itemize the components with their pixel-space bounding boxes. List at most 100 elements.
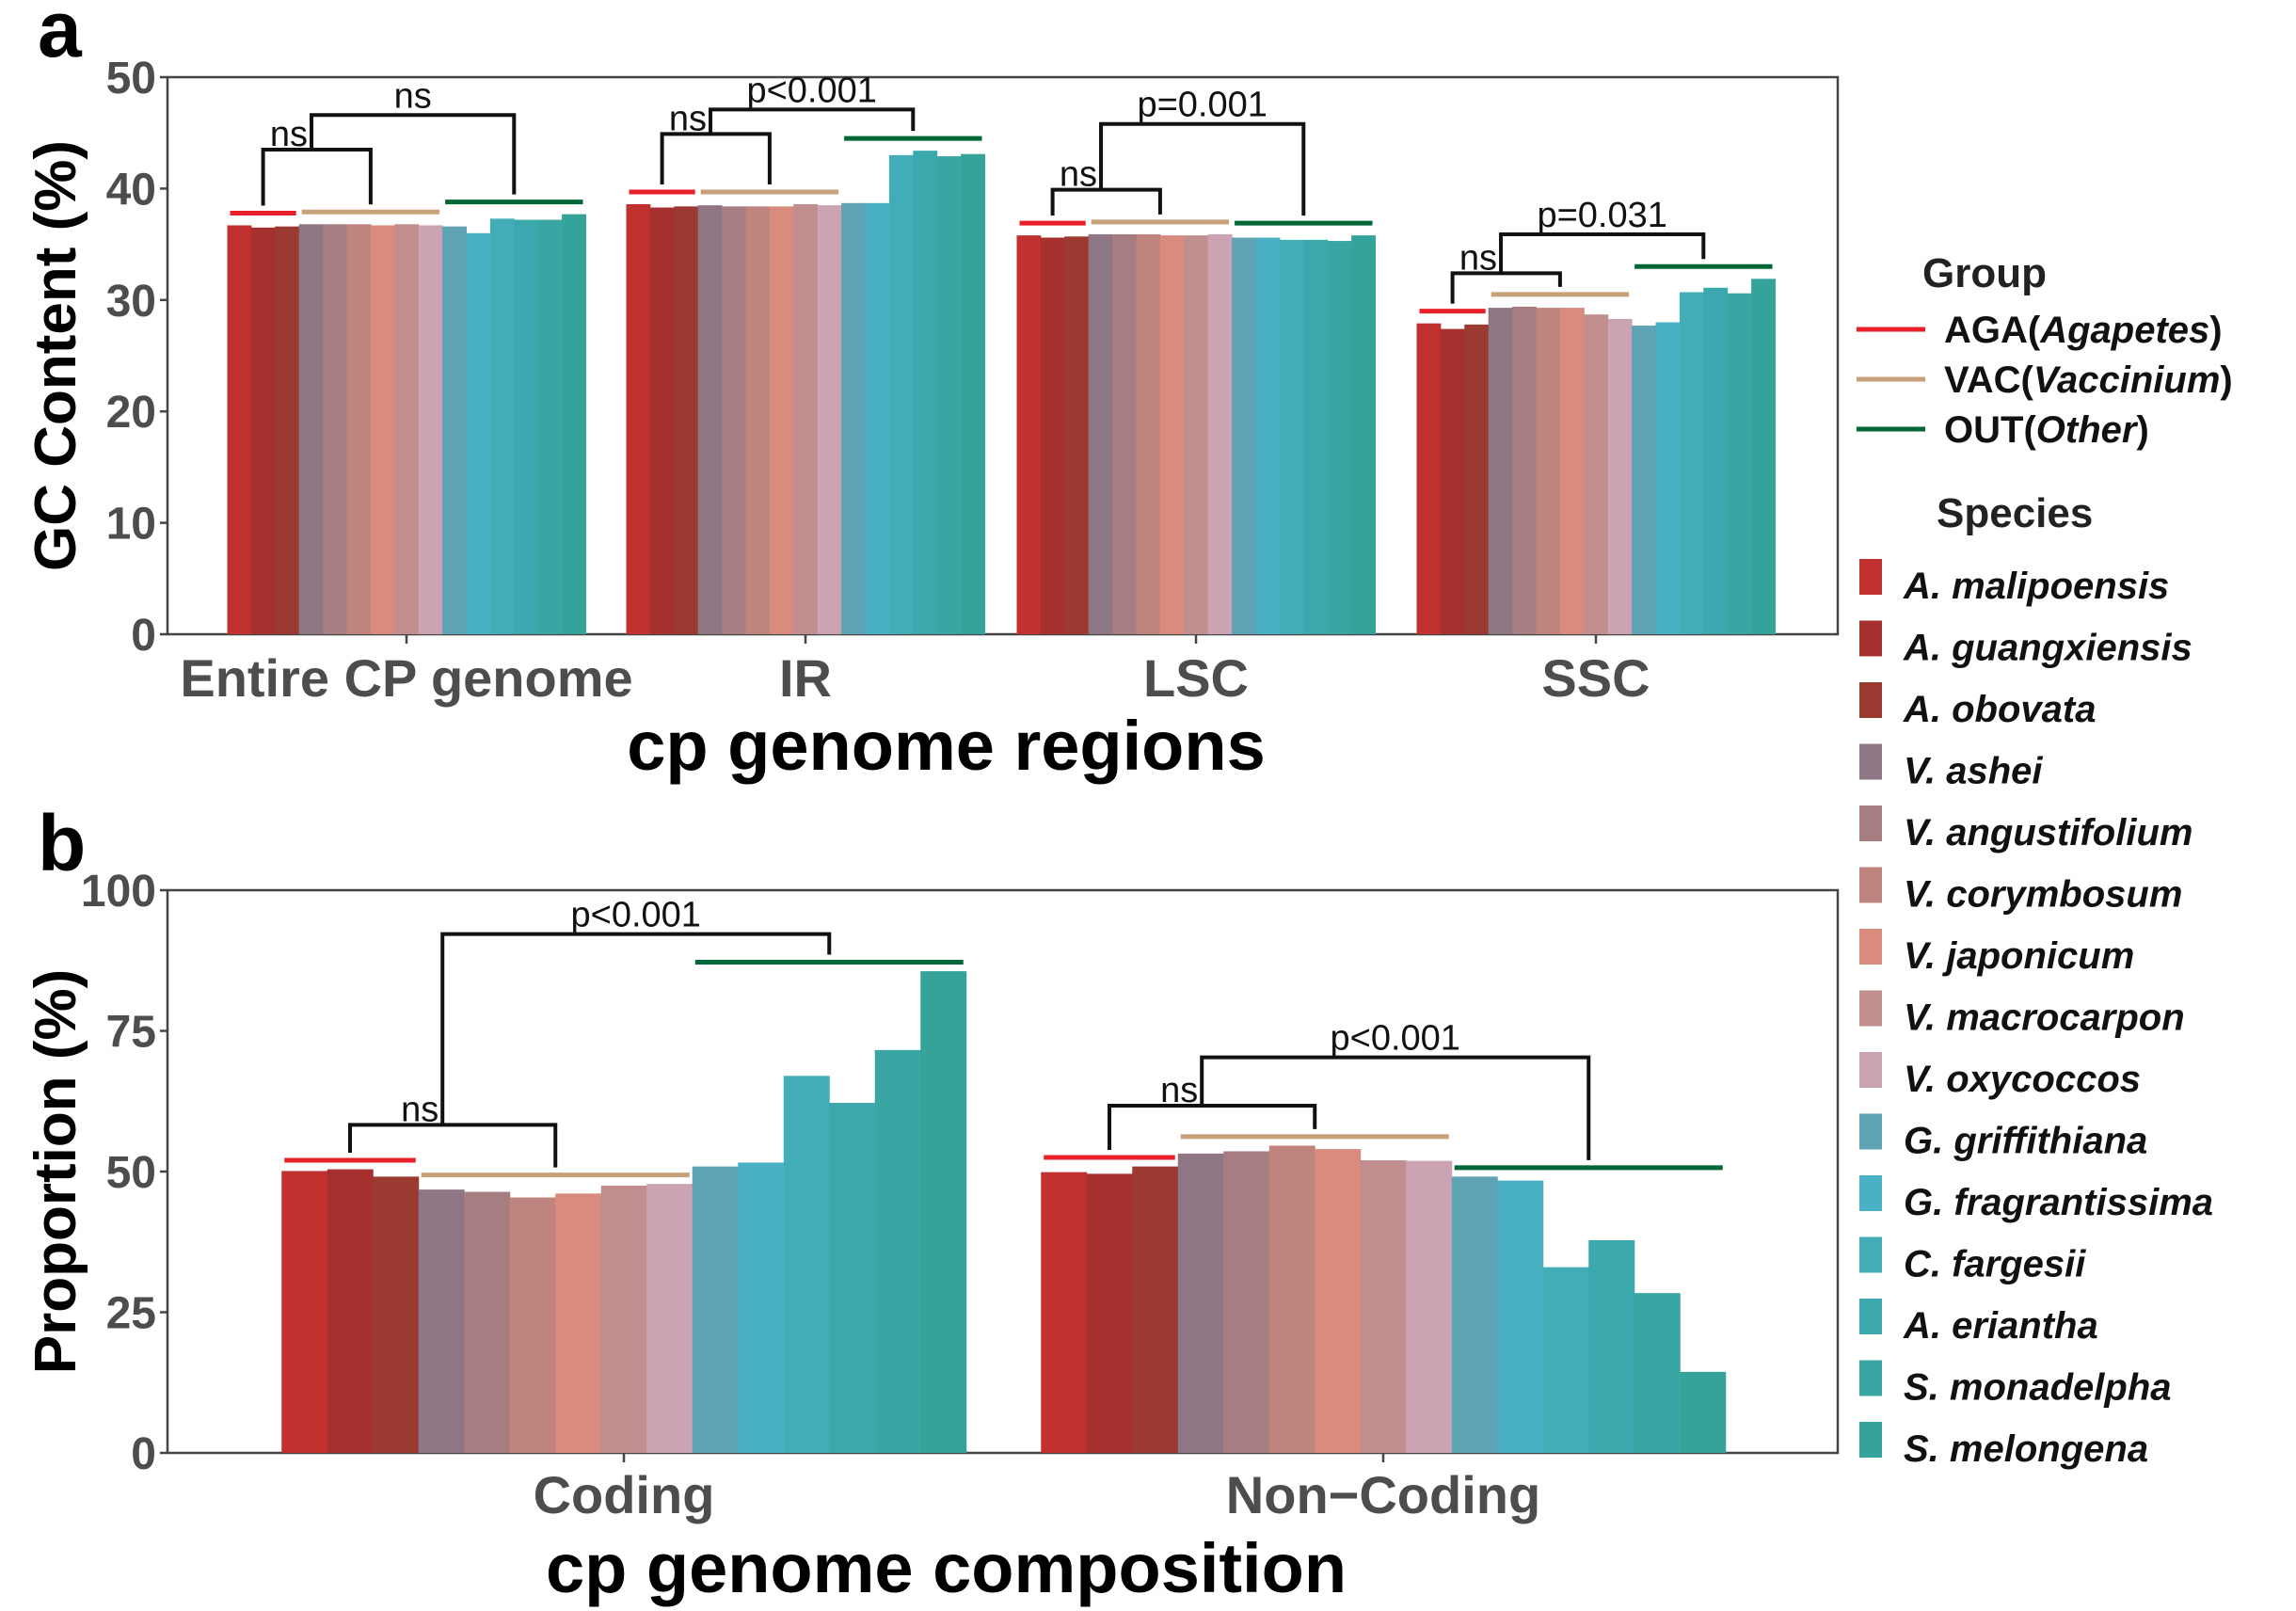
legend-species-swatch: [1859, 1299, 1882, 1334]
bar-a-obovata: [373, 1176, 420, 1453]
bar-v-corymbosum: [1536, 308, 1561, 634]
bar-v-japonicum: [370, 225, 395, 635]
bar-v-japonicum: [1315, 1149, 1362, 1453]
bar-a-eriantha: [1703, 287, 1729, 634]
bar-c-fargesii: [888, 154, 914, 634]
bar-g-fragrantissima: [1655, 322, 1681, 634]
significance-bracket-inner: [348, 1123, 558, 1168]
significance-label: p<0.001: [1331, 1019, 1460, 1059]
legend-species-label: V. corymbosum: [1904, 874, 2182, 916]
bar-v-angustifolium: [1112, 233, 1137, 634]
legend-species-swatch: [1859, 682, 1882, 718]
bar-c-fargesii: [783, 1076, 830, 1453]
legend-species-label: A. eriantha: [1903, 1305, 2098, 1347]
legend-species-swatch: [1859, 1422, 1882, 1458]
group-genus: Vaccinium: [2033, 359, 2221, 401]
y-tick-label: 20: [106, 388, 156, 438]
legend-species-label: V. oxycoccos: [1904, 1059, 2141, 1100]
bar-g-fragrantissima: [1497, 1180, 1544, 1453]
bar-a-malipoensis: [1041, 1172, 1088, 1453]
legend-species-swatch: [1859, 1175, 1882, 1211]
panel-b: b 0 25 50 75 100 Proportion (%) cp genome compo…: [24, 799, 1840, 1607]
legend-species-label: V. angustifolium: [1904, 812, 2192, 853]
bar-a-obovata: [1064, 236, 1090, 634]
group-code: VAC: [1944, 359, 2020, 401]
bar-v-japonicum: [1559, 308, 1585, 634]
bar-s-monadelpha: [936, 156, 962, 634]
bar-a-eriantha: [514, 219, 539, 634]
significance-label: ns: [401, 1090, 438, 1129]
x-axis-title: cp genome regions: [627, 707, 1265, 785]
bar-v-oxycoccos: [1406, 1160, 1453, 1453]
significance-label: p<0.001: [571, 896, 701, 935]
bar-v-macrocarpon: [394, 224, 420, 634]
y-tick-label: 10: [106, 500, 156, 550]
panel-a: a 0 10 20 30 40 50 GC Content (%) cp genome regi…: [24, 0, 1840, 785]
paren: ): [2209, 310, 2222, 351]
group-genus: Agapetes: [2039, 310, 2209, 351]
bar-c-fargesii: [1542, 1267, 1589, 1453]
y-axis-title: Proportion (%): [24, 969, 88, 1375]
bar-g-griffithiana: [1232, 237, 1256, 634]
legend-species-label: G. fragrantissima: [1904, 1182, 2213, 1223]
bar-a-eriantha: [1303, 239, 1329, 634]
bar-v-oxycoccos: [418, 225, 443, 635]
y-tick-label: 30: [106, 277, 156, 327]
bar-a-eriantha: [1588, 1239, 1635, 1453]
significance-label: ns: [1459, 238, 1497, 278]
plot-frame: [166, 75, 1840, 636]
legend-species-swatch: [1859, 867, 1882, 903]
significance-label: ns: [1060, 155, 1097, 195]
y-tick-label: 75: [106, 1008, 156, 1058]
bar-g-griffithiana: [692, 1166, 739, 1453]
x-tick-label: SSC: [1541, 648, 1650, 708]
significance-bracket-inner: [1108, 1104, 1317, 1151]
bar-v-angustifolium: [323, 224, 347, 634]
significance-bracket-outer: [310, 113, 517, 195]
x-tick-label: Coding: [534, 1465, 715, 1524]
legend-species-label: S. monadelpha: [1904, 1367, 2172, 1409]
bar-v-macrocarpon: [1584, 314, 1609, 634]
bar-v-corymbosum: [346, 224, 372, 634]
bar-s-melongena: [562, 214, 586, 634]
legend-species-swatch: [1859, 559, 1882, 595]
bar-v-oxycoccos: [1207, 233, 1233, 634]
bar-a-malipoensis: [626, 203, 651, 634]
significance-bracket-inner: [1050, 187, 1162, 216]
legend-species-swatch: [1859, 1360, 1882, 1396]
bar-a-obovata: [674, 206, 699, 634]
bar-v-ashei: [1088, 233, 1113, 634]
bar-v-angustifolium: [464, 1191, 511, 1453]
significance-label: ns: [1160, 1071, 1198, 1110]
significance-bracket-inner: [1450, 271, 1562, 304]
panel-label: a: [38, 0, 83, 73]
bar-a-obovata: [1132, 1166, 1179, 1453]
significance-bracket-outer: [440, 932, 832, 1125]
legend-species-label: V. ashei: [1904, 751, 2043, 792]
x-tick-label: Entire CP genome: [180, 648, 632, 708]
significance-label: ns: [669, 99, 707, 138]
legend-species-swatch: [1859, 1052, 1882, 1088]
legend-group-label: AGA(Agapetes): [1944, 310, 2223, 351]
y-tick-label: 40: [106, 165, 156, 215]
bar-v-oxycoccos: [817, 205, 842, 634]
y-tick-label: 100: [81, 867, 156, 917]
y-tick-label: 25: [106, 1289, 156, 1339]
bar-v-japonicum: [1159, 235, 1185, 635]
significance-bracket-outer: [1200, 1055, 1591, 1160]
bar-s-melongena: [1680, 1371, 1727, 1453]
legend-species-label: V. macrocarpon: [1904, 997, 2185, 1039]
bar-v-macrocarpon: [1184, 235, 1209, 635]
bar-v-ashei: [1177, 1153, 1224, 1453]
legend-group-label: OUT(Other): [1944, 409, 2149, 451]
bar-g-griffithiana: [841, 202, 866, 635]
bar-v-angustifolium: [722, 206, 746, 634]
bar-a-guangxiensis: [1440, 328, 1465, 634]
bar-v-macrocarpon: [600, 1185, 647, 1453]
bar-a-obovata: [1464, 324, 1490, 634]
legend-species-swatch: [1859, 806, 1882, 841]
significance-bracket-inner: [261, 147, 373, 206]
y-tick-label: 0: [131, 1429, 156, 1479]
bar-s-melongena: [920, 971, 967, 1453]
